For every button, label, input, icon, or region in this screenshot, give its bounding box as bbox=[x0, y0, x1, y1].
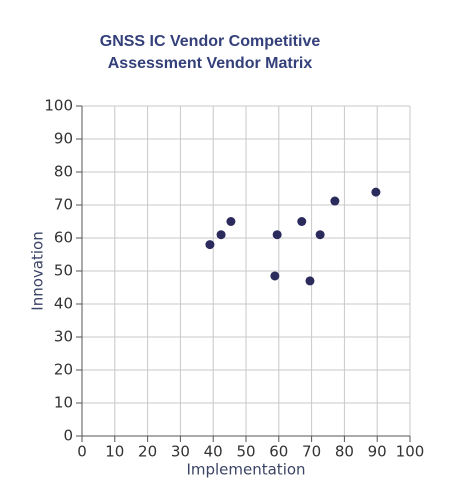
y-tick-label: 30 bbox=[54, 328, 73, 346]
point bbox=[270, 271, 280, 281]
x-tick-label: 50 bbox=[236, 443, 255, 461]
y-tick-label: 60 bbox=[54, 229, 73, 247]
y-tick-label: 90 bbox=[54, 130, 73, 148]
y-tick-label: 80 bbox=[54, 163, 73, 181]
point bbox=[272, 230, 282, 240]
x-tick-label: 40 bbox=[204, 443, 223, 461]
x-tick-label: 80 bbox=[335, 443, 354, 461]
chart-title: Assessment Vendor Matrix bbox=[108, 55, 313, 72]
x-tick-label: 0 bbox=[77, 443, 87, 461]
x-tick-label: 100 bbox=[396, 443, 425, 461]
point bbox=[315, 230, 325, 240]
x-tick-label: 10 bbox=[105, 443, 124, 461]
y-tick-label: 0 bbox=[63, 427, 73, 445]
point bbox=[297, 217, 307, 226]
point bbox=[216, 230, 226, 240]
point bbox=[226, 217, 236, 226]
x-tick-label: 70 bbox=[302, 443, 321, 461]
x-tick-label: 20 bbox=[138, 443, 157, 461]
y-tick-label: 70 bbox=[54, 196, 73, 214]
y-axis-label: Innovation bbox=[29, 231, 47, 310]
y-tick-label: 20 bbox=[54, 361, 73, 379]
y-tick-label: 50 bbox=[54, 262, 73, 280]
y-tick-label: 10 bbox=[54, 394, 73, 412]
x-tick-label: 90 bbox=[368, 443, 387, 461]
point bbox=[330, 196, 340, 206]
x-tick-label: 60 bbox=[269, 443, 288, 461]
point bbox=[371, 187, 381, 197]
y-tick-label: 100 bbox=[44, 97, 73, 115]
x-axis-label: Implementation bbox=[186, 461, 305, 479]
x-tick-label: 30 bbox=[171, 443, 190, 461]
chart-title: GNSS IC Vendor Competitive bbox=[100, 33, 321, 50]
y-tick-label: 40 bbox=[54, 295, 73, 313]
point bbox=[305, 276, 315, 286]
point bbox=[205, 240, 215, 250]
